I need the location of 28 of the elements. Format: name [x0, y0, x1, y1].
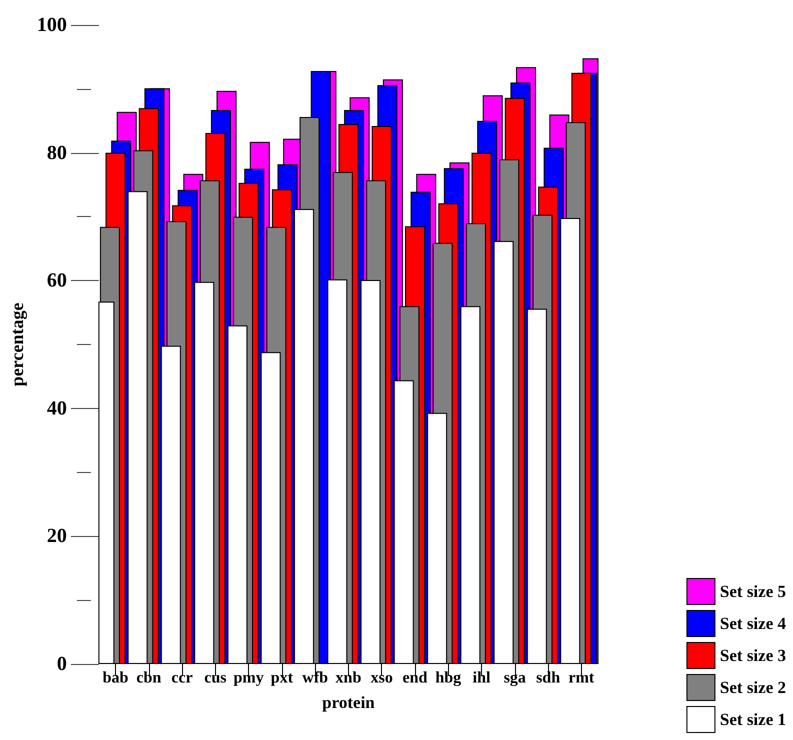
x-tick-label: hbg — [435, 670, 462, 686]
x-tick-label: bab — [102, 670, 129, 686]
legend-label: Set size 1 — [720, 710, 786, 729]
x-tick-label: pxt — [270, 670, 294, 686]
x-tick-label: ihl — [472, 670, 491, 686]
x-tick-label: xnb — [336, 670, 362, 686]
x-tick-label: wfb — [302, 670, 328, 686]
x-tick-label: sga — [504, 670, 526, 686]
x-tick-label: xso — [370, 670, 393, 686]
y-tick-label: 20 — [46, 525, 67, 548]
x-tick-label: cus — [204, 670, 226, 686]
x-tick-label: sdh — [536, 670, 560, 686]
x-tick-label: pmy — [234, 670, 264, 686]
x-tick-label: rmt — [568, 670, 595, 686]
y-tick-label: 100 — [36, 14, 67, 36]
x-tick-label: end — [402, 670, 428, 686]
x-axis-title: protein — [322, 693, 376, 712]
legend-label: Set size 2 — [720, 678, 786, 697]
y-tick-label: 80 — [46, 142, 67, 164]
x-tick-label: ccr — [171, 670, 193, 686]
legend-label: Set size 5 — [720, 582, 786, 601]
y-tick-label: 40 — [46, 397, 67, 420]
y-axis-title: percentage — [7, 302, 27, 386]
legend-label: Set size 3 — [720, 646, 786, 665]
x-tick-label: cbn — [136, 670, 162, 686]
y-tick-label: 0 — [56, 653, 67, 675]
legend-label: Set size 4 — [720, 614, 786, 633]
y-tick-label: 60 — [46, 270, 67, 292]
